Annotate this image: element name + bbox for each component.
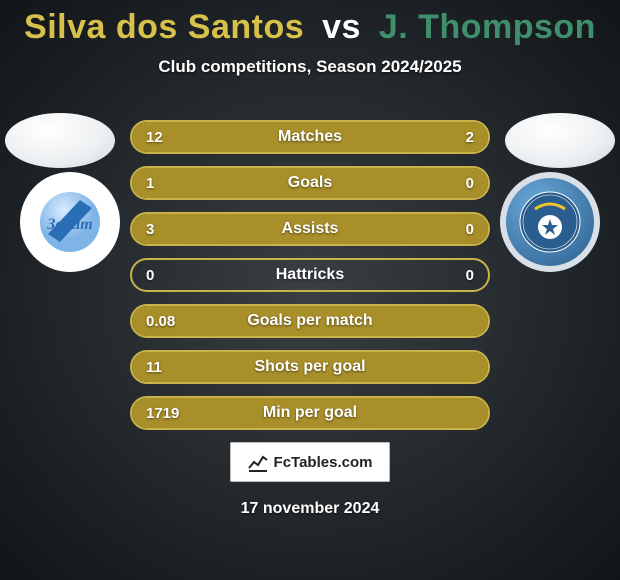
stat-row: 1Goals0: [130, 166, 490, 200]
brand-text: FcTables.com: [274, 454, 373, 471]
zenit-badge-icon: Зенит: [30, 182, 110, 262]
stat-value-left: 0: [132, 267, 202, 284]
stat-label: Matches: [202, 128, 418, 146]
stat-value-left: 1719: [132, 405, 202, 422]
stat-value-left: 11: [132, 359, 202, 376]
player-right-name: J. Thompson: [379, 8, 596, 46]
comparison-title: Silva dos Santos vs J. Thompson: [0, 0, 620, 47]
club-badge-left: Зенит: [20, 172, 120, 272]
stat-label: Assists: [202, 220, 418, 238]
stat-row: 1719Min per goal: [130, 396, 490, 430]
stat-value-left: 0.08: [132, 313, 202, 330]
chart-line-icon: [248, 452, 268, 472]
stat-label: Hattricks: [202, 266, 418, 284]
snapshot-date: 17 november 2024: [0, 500, 620, 518]
stat-value-left: 12: [132, 129, 202, 146]
stat-row: 12Matches2: [130, 120, 490, 154]
vs-separator: vs: [314, 8, 369, 46]
club-badge-right: [500, 172, 600, 272]
brand-badge[interactable]: FcTables.com: [230, 442, 390, 482]
stat-row: 0.08Goals per match: [130, 304, 490, 338]
player-left-name: Silva dos Santos: [24, 8, 304, 46]
stat-value-left: 3: [132, 221, 202, 238]
stat-rows-container: 12Matches21Goals03Assists00Hattricks00.0…: [130, 120, 490, 442]
stat-label: Goals: [202, 174, 418, 192]
stat-value-right: 0: [418, 175, 488, 192]
stat-row: 11Shots per goal: [130, 350, 490, 384]
player-right-avatar: [505, 113, 615, 168]
stat-row: 0Hattricks0: [130, 258, 490, 292]
stat-value-right: 0: [418, 267, 488, 284]
stat-value-right: 2: [418, 129, 488, 146]
stat-label: Min per goal: [202, 404, 418, 422]
stat-label: Shots per goal: [202, 358, 418, 376]
orenburg-badge-icon: [515, 187, 585, 257]
stat-row: 3Assists0: [130, 212, 490, 246]
svg-text:Зенит: Зенит: [46, 216, 92, 233]
stat-value-right: 0: [418, 221, 488, 238]
player-left-avatar: [5, 113, 115, 168]
season-subtitle: Club competitions, Season 2024/2025: [0, 57, 620, 77]
stat-label: Goals per match: [202, 312, 418, 330]
stat-value-left: 1: [132, 175, 202, 192]
